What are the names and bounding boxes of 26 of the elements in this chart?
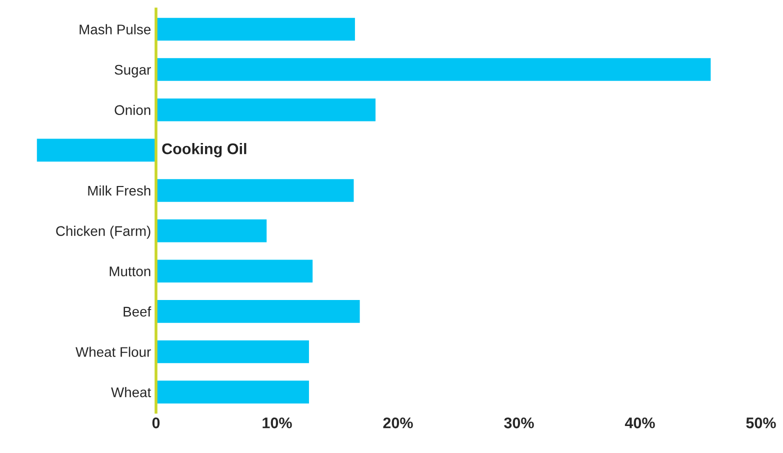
y-tick-label: Chicken (Farm) — [56, 226, 150, 239]
y-tick-label: Onion — [114, 104, 150, 116]
y-tick-label: Wheat — [111, 387, 152, 398]
y-tick-label: Sugar — [114, 64, 151, 78]
x-tick-label: 30% — [504, 417, 534, 428]
bar — [155, 258, 314, 284]
bar — [155, 338, 310, 365]
bar — [155, 218, 268, 244]
y-tick-label: Beef — [124, 306, 152, 317]
y-tick-label: Mash Pulse — [80, 24, 151, 34]
x-tick-label: 0 — [152, 417, 160, 428]
bar — [155, 56, 712, 82]
x-tick-label: 20% — [383, 417, 413, 428]
y-tick-label: Cooking Oil — [162, 143, 246, 158]
x-tick-label: 50% — [746, 417, 776, 428]
bar — [155, 97, 377, 123]
bar — [36, 137, 157, 163]
x-tick-label: 40% — [624, 417, 655, 428]
y-tick-label: Wheat Flour — [76, 346, 151, 357]
bar — [155, 379, 310, 405]
bar — [155, 16, 356, 42]
bar — [155, 178, 356, 204]
y-tick-label: Mutton — [110, 266, 150, 276]
y-tick-label: Milk Fresh — [88, 185, 150, 196]
bar — [155, 298, 362, 324]
x-tick-label: 10% — [262, 417, 292, 428]
